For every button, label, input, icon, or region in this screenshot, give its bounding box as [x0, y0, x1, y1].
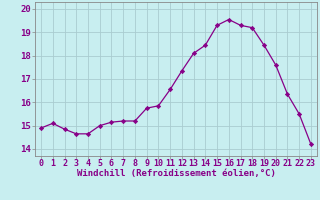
X-axis label: Windchill (Refroidissement éolien,°C): Windchill (Refroidissement éolien,°C) — [76, 169, 276, 178]
